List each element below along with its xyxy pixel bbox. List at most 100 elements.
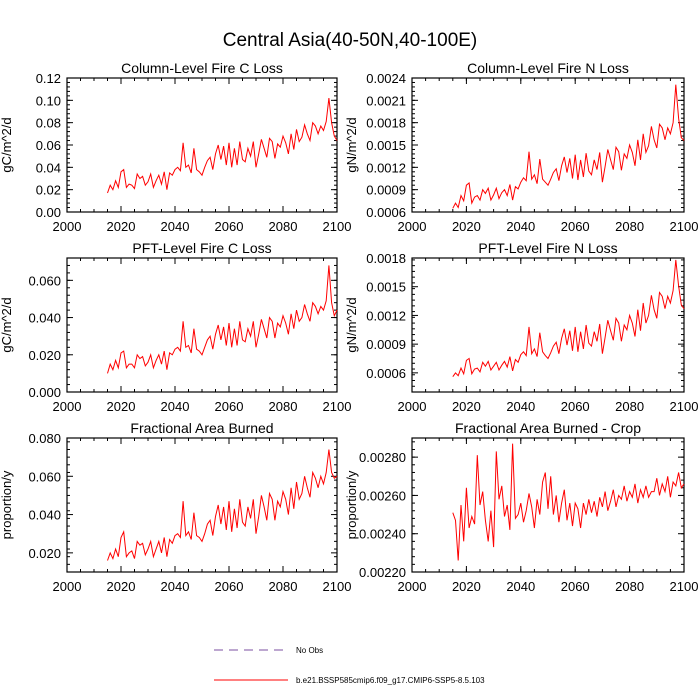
y-tick-label: 0.0015 xyxy=(366,280,406,295)
panel-title: Fractional Area Burned xyxy=(130,420,273,436)
x-tick-label: 2100 xyxy=(670,579,699,594)
x-tick-label: 2000 xyxy=(53,219,82,234)
series-line xyxy=(452,259,685,377)
x-tick-label: 2100 xyxy=(670,219,699,234)
x-tick-label: 2060 xyxy=(215,399,244,414)
y-tick-label: 0.00 xyxy=(36,205,61,220)
x-tick-label: 2020 xyxy=(107,219,136,234)
legend-label-series: b.e21.BSSP585cmip6.f09_g17.CMIP6-SSP5-8.… xyxy=(296,676,485,685)
y-tick-label: 0.10 xyxy=(36,93,61,108)
series-line xyxy=(452,443,685,561)
panels: Column-Level Fire C Loss 2000 2020 2040 2060… xyxy=(0,60,698,594)
plot-frame xyxy=(411,257,685,393)
x-tick-label: 2040 xyxy=(506,219,535,234)
y-tick-label: 0.08 xyxy=(36,116,61,131)
x-tick-label: 2080 xyxy=(615,219,644,234)
panel-5: Fractional Area Burned 2000 2020 2040 2060 20… xyxy=(0,420,351,594)
x-tick-label: 2060 xyxy=(215,219,244,234)
x-tick-label: 2000 xyxy=(398,219,427,234)
y-tick-label: 0.0009 xyxy=(366,183,406,198)
y-tick-label: 0.0024 xyxy=(366,71,406,86)
panel-2: Column-Level Fire N Loss 2000 2020 2040 2060… xyxy=(344,60,698,234)
y-axis-label: gN/m^2/d xyxy=(344,117,359,172)
panel-3: PFT-Level Fire C Loss 2000 2020 2040 2060 208… xyxy=(0,240,351,414)
y-tick-label: 0.0006 xyxy=(366,366,406,381)
panel-title: Column-Level Fire N Loss xyxy=(467,60,629,76)
panel-title: PFT-Level Fire N Loss xyxy=(478,240,617,256)
y-tick-label: 0.0015 xyxy=(366,138,406,153)
y-tick-label: 0.040 xyxy=(28,311,61,326)
y-tick-label: 0.020 xyxy=(28,348,61,363)
y-axis-label: gC/m^2/d xyxy=(0,117,14,172)
panel-title: Column-Level Fire C Loss xyxy=(121,60,283,76)
y-tick-label: 0.00260 xyxy=(359,488,406,503)
panel-title: Fractional Area Burned - Crop xyxy=(455,420,641,436)
x-tick-label: 2060 xyxy=(561,579,590,594)
panel-6: Fractional Area Burned - Crop 2000 2020 204… xyxy=(344,420,698,594)
panel-1: Column-Level Fire C Loss 2000 2020 2040 2060… xyxy=(0,60,351,234)
y-tick-label: 0.0009 xyxy=(366,337,406,352)
y-tick-label: 0.0021 xyxy=(366,93,406,108)
x-tick-label: 2020 xyxy=(107,399,136,414)
x-tick-label: 2020 xyxy=(452,399,481,414)
x-tick-label: 2060 xyxy=(215,579,244,594)
x-tick-label: 2100 xyxy=(670,399,699,414)
x-tick-label: 2060 xyxy=(561,219,590,234)
y-tick-label: 0.00280 xyxy=(359,450,406,465)
series-line xyxy=(107,265,338,374)
legend: No Obs b.e21.BSSP585cmip6.f09_g17.CMIP6-… xyxy=(214,646,485,685)
x-tick-label: 2080 xyxy=(269,219,298,234)
x-tick-label: 2100 xyxy=(323,219,352,234)
x-tick-label: 2040 xyxy=(161,579,190,594)
y-tick-label: 0.060 xyxy=(28,273,61,288)
y-tick-label: 0.060 xyxy=(28,469,61,484)
x-tick-label: 2080 xyxy=(615,399,644,414)
panel-title: PFT-Level Fire C Loss xyxy=(132,240,271,256)
series-line xyxy=(107,449,338,561)
y-tick-label: 0.0012 xyxy=(366,308,406,323)
legend-label-no-obs: No Obs xyxy=(296,646,323,655)
y-tick-label: 0.0018 xyxy=(366,116,406,131)
x-tick-label: 2100 xyxy=(323,399,352,414)
x-tick-label: 2100 xyxy=(323,579,352,594)
y-tick-label: 0.0012 xyxy=(366,160,406,175)
y-axis-label: gC/m^2/d xyxy=(0,297,14,352)
x-tick-label: 2040 xyxy=(161,399,190,414)
y-tick-label: 0.0018 xyxy=(366,251,406,266)
x-tick-label: 2080 xyxy=(269,399,298,414)
x-tick-label: 2000 xyxy=(53,399,82,414)
x-tick-label: 2060 xyxy=(561,399,590,414)
series-line xyxy=(107,98,338,194)
y-tick-label: 0.02 xyxy=(36,183,61,198)
x-tick-label: 2000 xyxy=(398,579,427,594)
y-tick-label: 0.00220 xyxy=(359,565,406,580)
y-tick-label: 0.000 xyxy=(28,385,61,400)
x-tick-label: 2020 xyxy=(452,219,481,234)
plot-frame xyxy=(66,437,338,573)
y-tick-label: 0.00240 xyxy=(359,527,406,542)
y-axis-label: proportion/y xyxy=(344,470,359,539)
panel-4: PFT-Level Fire N Loss 2000 2020 2040 2060 208… xyxy=(344,240,698,414)
y-tick-label: 0.040 xyxy=(28,508,61,523)
y-tick-label: 0.0006 xyxy=(366,205,406,220)
series-line xyxy=(452,84,685,209)
figure-title: Central Asia(40-50N,40-100E) xyxy=(223,30,478,51)
y-axis-label: gN/m^2/d xyxy=(344,297,359,352)
y-tick-label: 0.06 xyxy=(36,138,61,153)
y-axis-label: proportion/y xyxy=(0,470,14,539)
x-tick-label: 2040 xyxy=(506,399,535,414)
y-tick-label: 0.080 xyxy=(28,431,61,446)
x-tick-label: 2080 xyxy=(269,579,298,594)
y-tick-label: 0.12 xyxy=(36,71,61,86)
x-tick-label: 2000 xyxy=(398,399,427,414)
y-tick-label: 0.04 xyxy=(36,160,61,175)
y-tick-label: 0.020 xyxy=(28,546,61,561)
x-tick-label: 2080 xyxy=(615,579,644,594)
x-tick-label: 2040 xyxy=(506,579,535,594)
x-tick-label: 2040 xyxy=(161,219,190,234)
x-tick-label: 2020 xyxy=(452,579,481,594)
plot-frame xyxy=(411,77,685,213)
x-tick-label: 2020 xyxy=(107,579,136,594)
x-tick-label: 2000 xyxy=(53,579,82,594)
